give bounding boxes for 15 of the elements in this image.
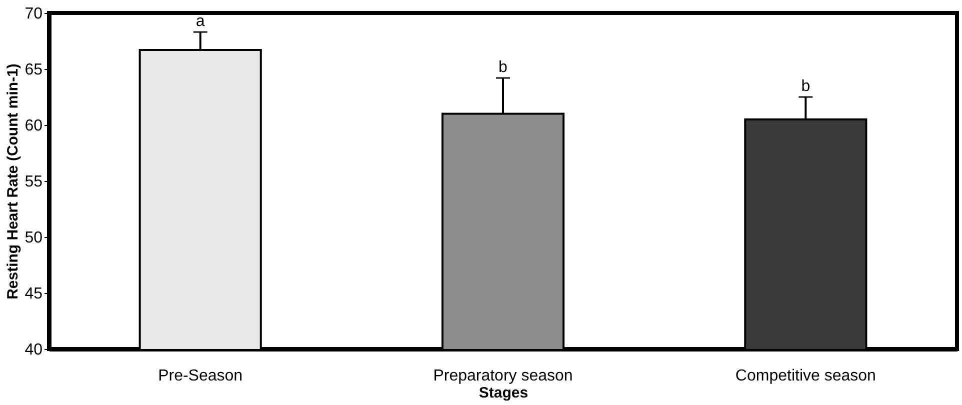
x-tick-label: Pre-Season — [158, 368, 243, 384]
y-tick-label: 40 — [24, 342, 43, 358]
annotation: b — [801, 78, 810, 95]
y-tick-label: 50 — [24, 230, 43, 246]
y-tick-label: 55 — [24, 174, 43, 190]
y-tick-label: 70 — [24, 6, 43, 22]
annotation: b — [498, 58, 508, 76]
x-tick-label: Competitive season — [735, 368, 876, 384]
y-tick-label: 45 — [24, 286, 43, 302]
y-tick-label: 65 — [24, 62, 43, 78]
x-axis-title: Stages — [478, 384, 528, 402]
annotation: a — [196, 13, 205, 30]
x-tick-label: Preparatory season — [433, 368, 573, 384]
y-tick-label: 60 — [24, 118, 43, 134]
y-axis-title: Resting Heart Rate (Count min-1) — [4, 64, 22, 300]
